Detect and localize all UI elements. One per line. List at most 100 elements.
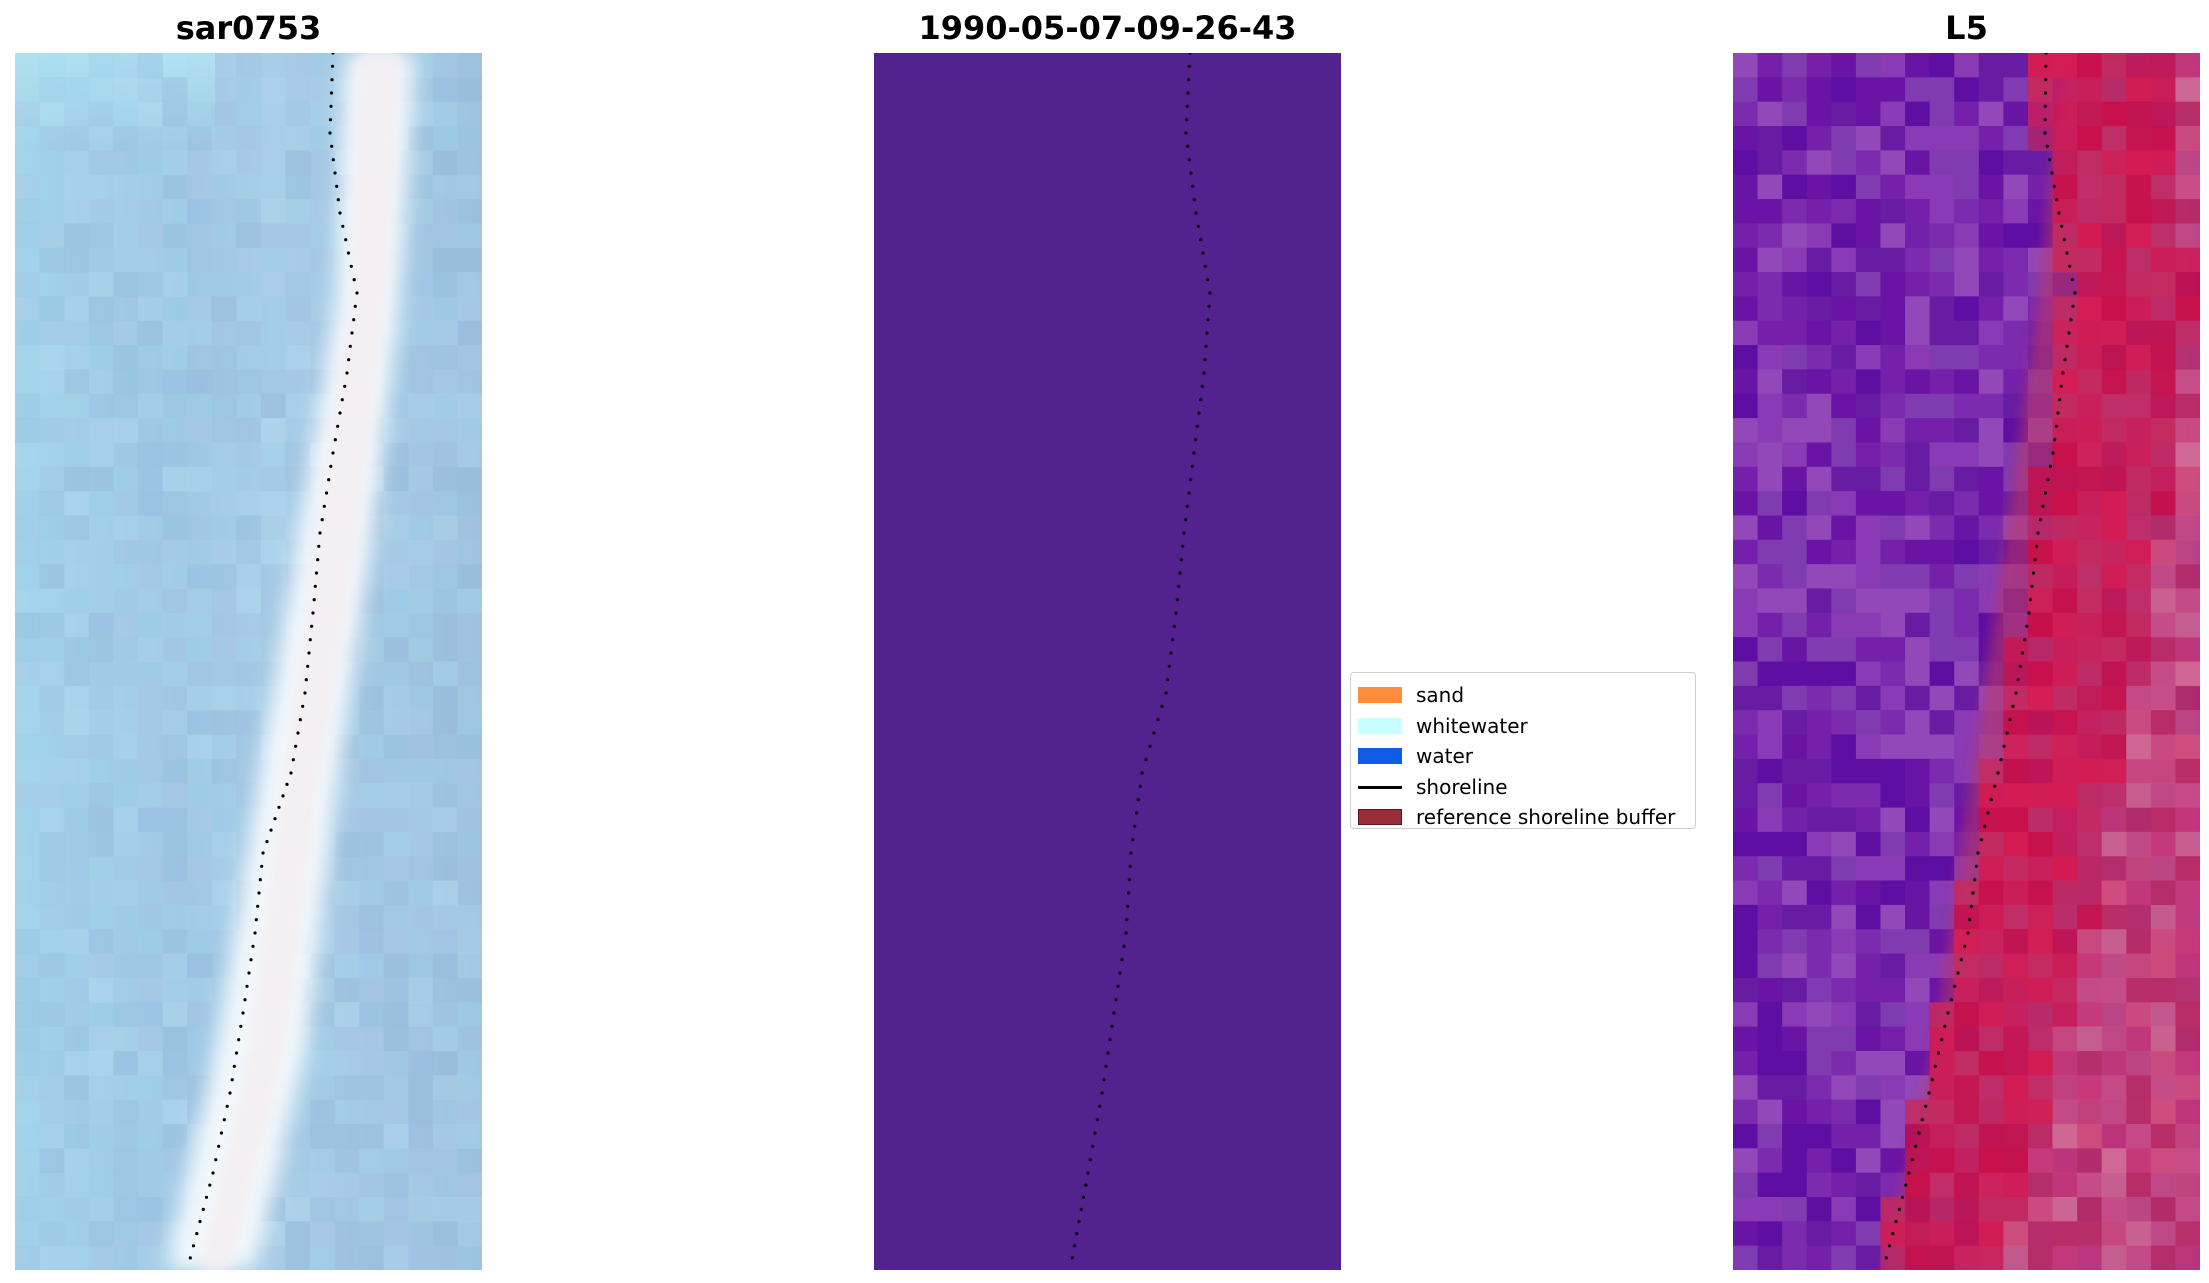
- image-pixel: [15, 53, 41, 78]
- image-pixel: [1978, 53, 2004, 78]
- image-pixel: [408, 783, 434, 809]
- image-pixel: [15, 929, 41, 955]
- image-pixel: [2077, 734, 2103, 760]
- image-pixel: [383, 856, 409, 882]
- image-pixel: [39, 272, 65, 297]
- shoreline-dot: [1936, 1051, 1941, 1055]
- image-pixel: [1978, 101, 2004, 127]
- image-pixel: [137, 710, 163, 736]
- image-pixel: [1855, 418, 1881, 443]
- image-pixel: [432, 150, 458, 176]
- image-pixel: [2126, 880, 2152, 906]
- image-pixel: [2003, 807, 2029, 833]
- image-pixel: [2052, 1002, 2078, 1028]
- shoreline-dot: [1884, 1256, 1888, 1260]
- shoreline-dot: [2060, 224, 2064, 228]
- shoreline-dot: [2016, 678, 2020, 682]
- image-pixel: [2101, 491, 2127, 516]
- image-pixel: [162, 856, 188, 882]
- image-pixel: [383, 977, 409, 1003]
- image-pixel: [457, 466, 482, 492]
- image-pixel: [260, 466, 286, 492]
- image-pixel: [1733, 199, 1759, 224]
- image-pixel: [2077, 1148, 2103, 1174]
- image-pixel: [88, 1002, 114, 1028]
- image-pixel: [15, 880, 41, 906]
- image-pixel: [1880, 564, 1906, 589]
- shoreline-dot: [2020, 651, 2025, 655]
- image-pixel: [2175, 1123, 2200, 1149]
- image-pixel: [2150, 150, 2176, 176]
- shoreline-dot: [1971, 891, 1975, 895]
- image-pixel: [260, 418, 286, 443]
- image-pixel: [1855, 977, 1881, 1003]
- image-pixel: [2150, 53, 2176, 78]
- shoreline-dot: [1907, 1171, 1911, 1175]
- image-pixel: [1855, 929, 1881, 955]
- image-pixel: [2126, 466, 2152, 492]
- image-pixel: [64, 807, 90, 833]
- image-pixel: [285, 442, 311, 468]
- shoreline-dot: [1108, 1038, 1112, 1042]
- shoreline-dot: [2028, 598, 2033, 602]
- shoreline-dot: [331, 158, 335, 162]
- image-pixel: [88, 539, 114, 565]
- image-pixel: [432, 418, 458, 443]
- image-pixel: [2101, 783, 2127, 809]
- image-pixel: [1905, 539, 1931, 565]
- image-pixel: [408, 174, 434, 200]
- image-pixel: [2077, 272, 2103, 297]
- image-pixel: [1782, 53, 1808, 78]
- image-pixel: [39, 515, 65, 541]
- image-pixel: [187, 880, 213, 906]
- image-pixel: [162, 53, 188, 78]
- image-pixel: [2003, 272, 2029, 297]
- image-pixel: [1855, 515, 1881, 541]
- image-pixel: [137, 977, 163, 1003]
- image-pixel: [383, 564, 409, 589]
- image-pixel: [2077, 345, 2103, 370]
- image-pixel: [15, 734, 41, 760]
- image-pixel: [15, 1002, 41, 1028]
- image-pixel: [137, 1245, 163, 1270]
- image-pixel: [1806, 661, 1832, 687]
- false-color-image: [1733, 53, 2200, 1270]
- image-pixel: [137, 101, 163, 127]
- image-pixel: [457, 710, 482, 736]
- image-pixel: [309, 1196, 336, 1222]
- shoreline-dot: [1207, 304, 1211, 308]
- shoreline-dot: [1189, 171, 1193, 175]
- image-pixel: [1905, 904, 1931, 930]
- image-pixel: [2003, 1002, 2029, 1028]
- image-pixel: [1757, 685, 1783, 711]
- shoreline-dot: [304, 678, 308, 682]
- image-pixel: [1757, 661, 1783, 687]
- image-pixel: [2126, 588, 2152, 614]
- image-pixel: [1880, 588, 1906, 614]
- image-pixel: [39, 588, 65, 614]
- shoreline-dot: [1201, 251, 1205, 255]
- image-pixel: [1929, 588, 1955, 614]
- image-pixel: [1855, 783, 1881, 809]
- image-pixel: [113, 1099, 139, 1125]
- image-pixel: [187, 661, 213, 687]
- image-pixel: [309, 1123, 336, 1149]
- image-pixel: [2101, 1099, 2127, 1125]
- image-pixel: [2126, 296, 2152, 322]
- image-pixel: [236, 393, 262, 419]
- image-pixel: [137, 564, 163, 589]
- image-pixel: [1757, 1245, 1783, 1270]
- image-pixel: [1978, 1196, 2004, 1222]
- image-pixel: [1929, 199, 1955, 224]
- image-pixel: [39, 53, 65, 78]
- image-pixel: [2126, 150, 2152, 176]
- image-pixel: [1880, 272, 1906, 297]
- shoreline-dot: [2073, 291, 2077, 295]
- image-pixel: [1757, 393, 1783, 419]
- image-pixel: [408, 637, 434, 662]
- shoreline-dot: [2065, 251, 2069, 255]
- legend-label-sand: sand: [1416, 683, 1465, 707]
- image-pixel: [236, 612, 262, 638]
- image-pixel: [1806, 247, 1832, 273]
- image-pixel: [2175, 393, 2200, 419]
